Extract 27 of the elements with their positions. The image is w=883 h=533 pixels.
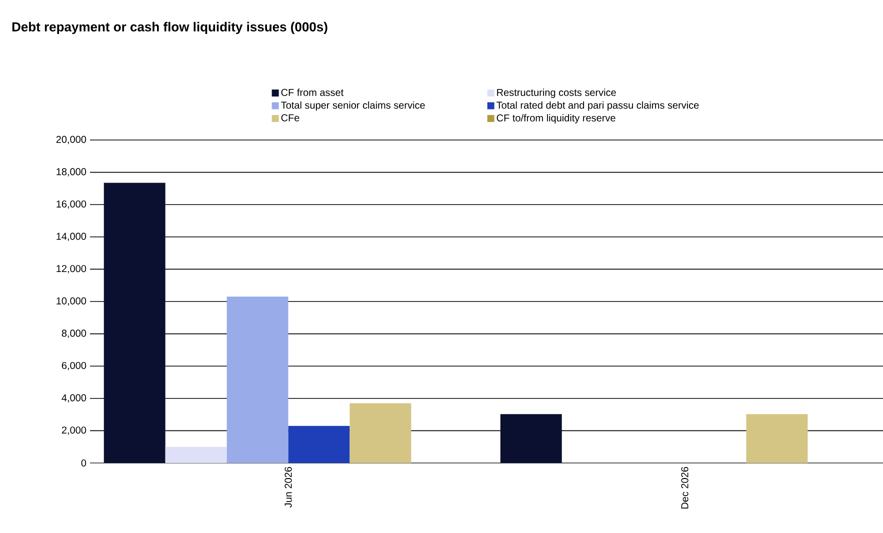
y-tick-label: 16,000 bbox=[56, 200, 86, 209]
legend-label: Total super senior claims service bbox=[281, 101, 425, 111]
y-tick-label: 6,000 bbox=[62, 362, 86, 370]
bar bbox=[350, 403, 412, 463]
y-tick-label: 18,000 bbox=[56, 168, 86, 176]
x-tick-label: Jun 2026 bbox=[284, 466, 292, 508]
y-tick-label: 12,000 bbox=[56, 265, 86, 274]
legend-label: CF to/from liquidity reserve bbox=[496, 114, 616, 124]
bar bbox=[288, 426, 350, 463]
y-tick-label: 10,000 bbox=[56, 297, 86, 306]
y-tick-label: 0 bbox=[81, 459, 86, 467]
legend-label: CF from asset bbox=[281, 88, 344, 96]
chart-title: Debt repayment or cash flow liquidity issues (000s) bbox=[12, 22, 328, 34]
bar bbox=[104, 182, 166, 463]
y-tick-label: 4,000 bbox=[62, 394, 86, 403]
bar bbox=[500, 414, 562, 463]
legend-label: CFe bbox=[281, 114, 300, 122]
y-tick-label: 2,000 bbox=[62, 426, 86, 435]
bar bbox=[165, 446, 227, 463]
legend-label: Restructuring costs service bbox=[497, 88, 616, 98]
y-tick-label: 14,000 bbox=[56, 232, 86, 242]
bar bbox=[226, 296, 288, 463]
x-tick-label: Dec 2026 bbox=[681, 466, 688, 509]
bar bbox=[746, 414, 808, 463]
legend-label: Total rated debt and pari passu claims service bbox=[496, 101, 699, 111]
y-tick-label: 20,000 bbox=[56, 136, 86, 144]
y-tick-label: 8,000 bbox=[62, 330, 86, 338]
